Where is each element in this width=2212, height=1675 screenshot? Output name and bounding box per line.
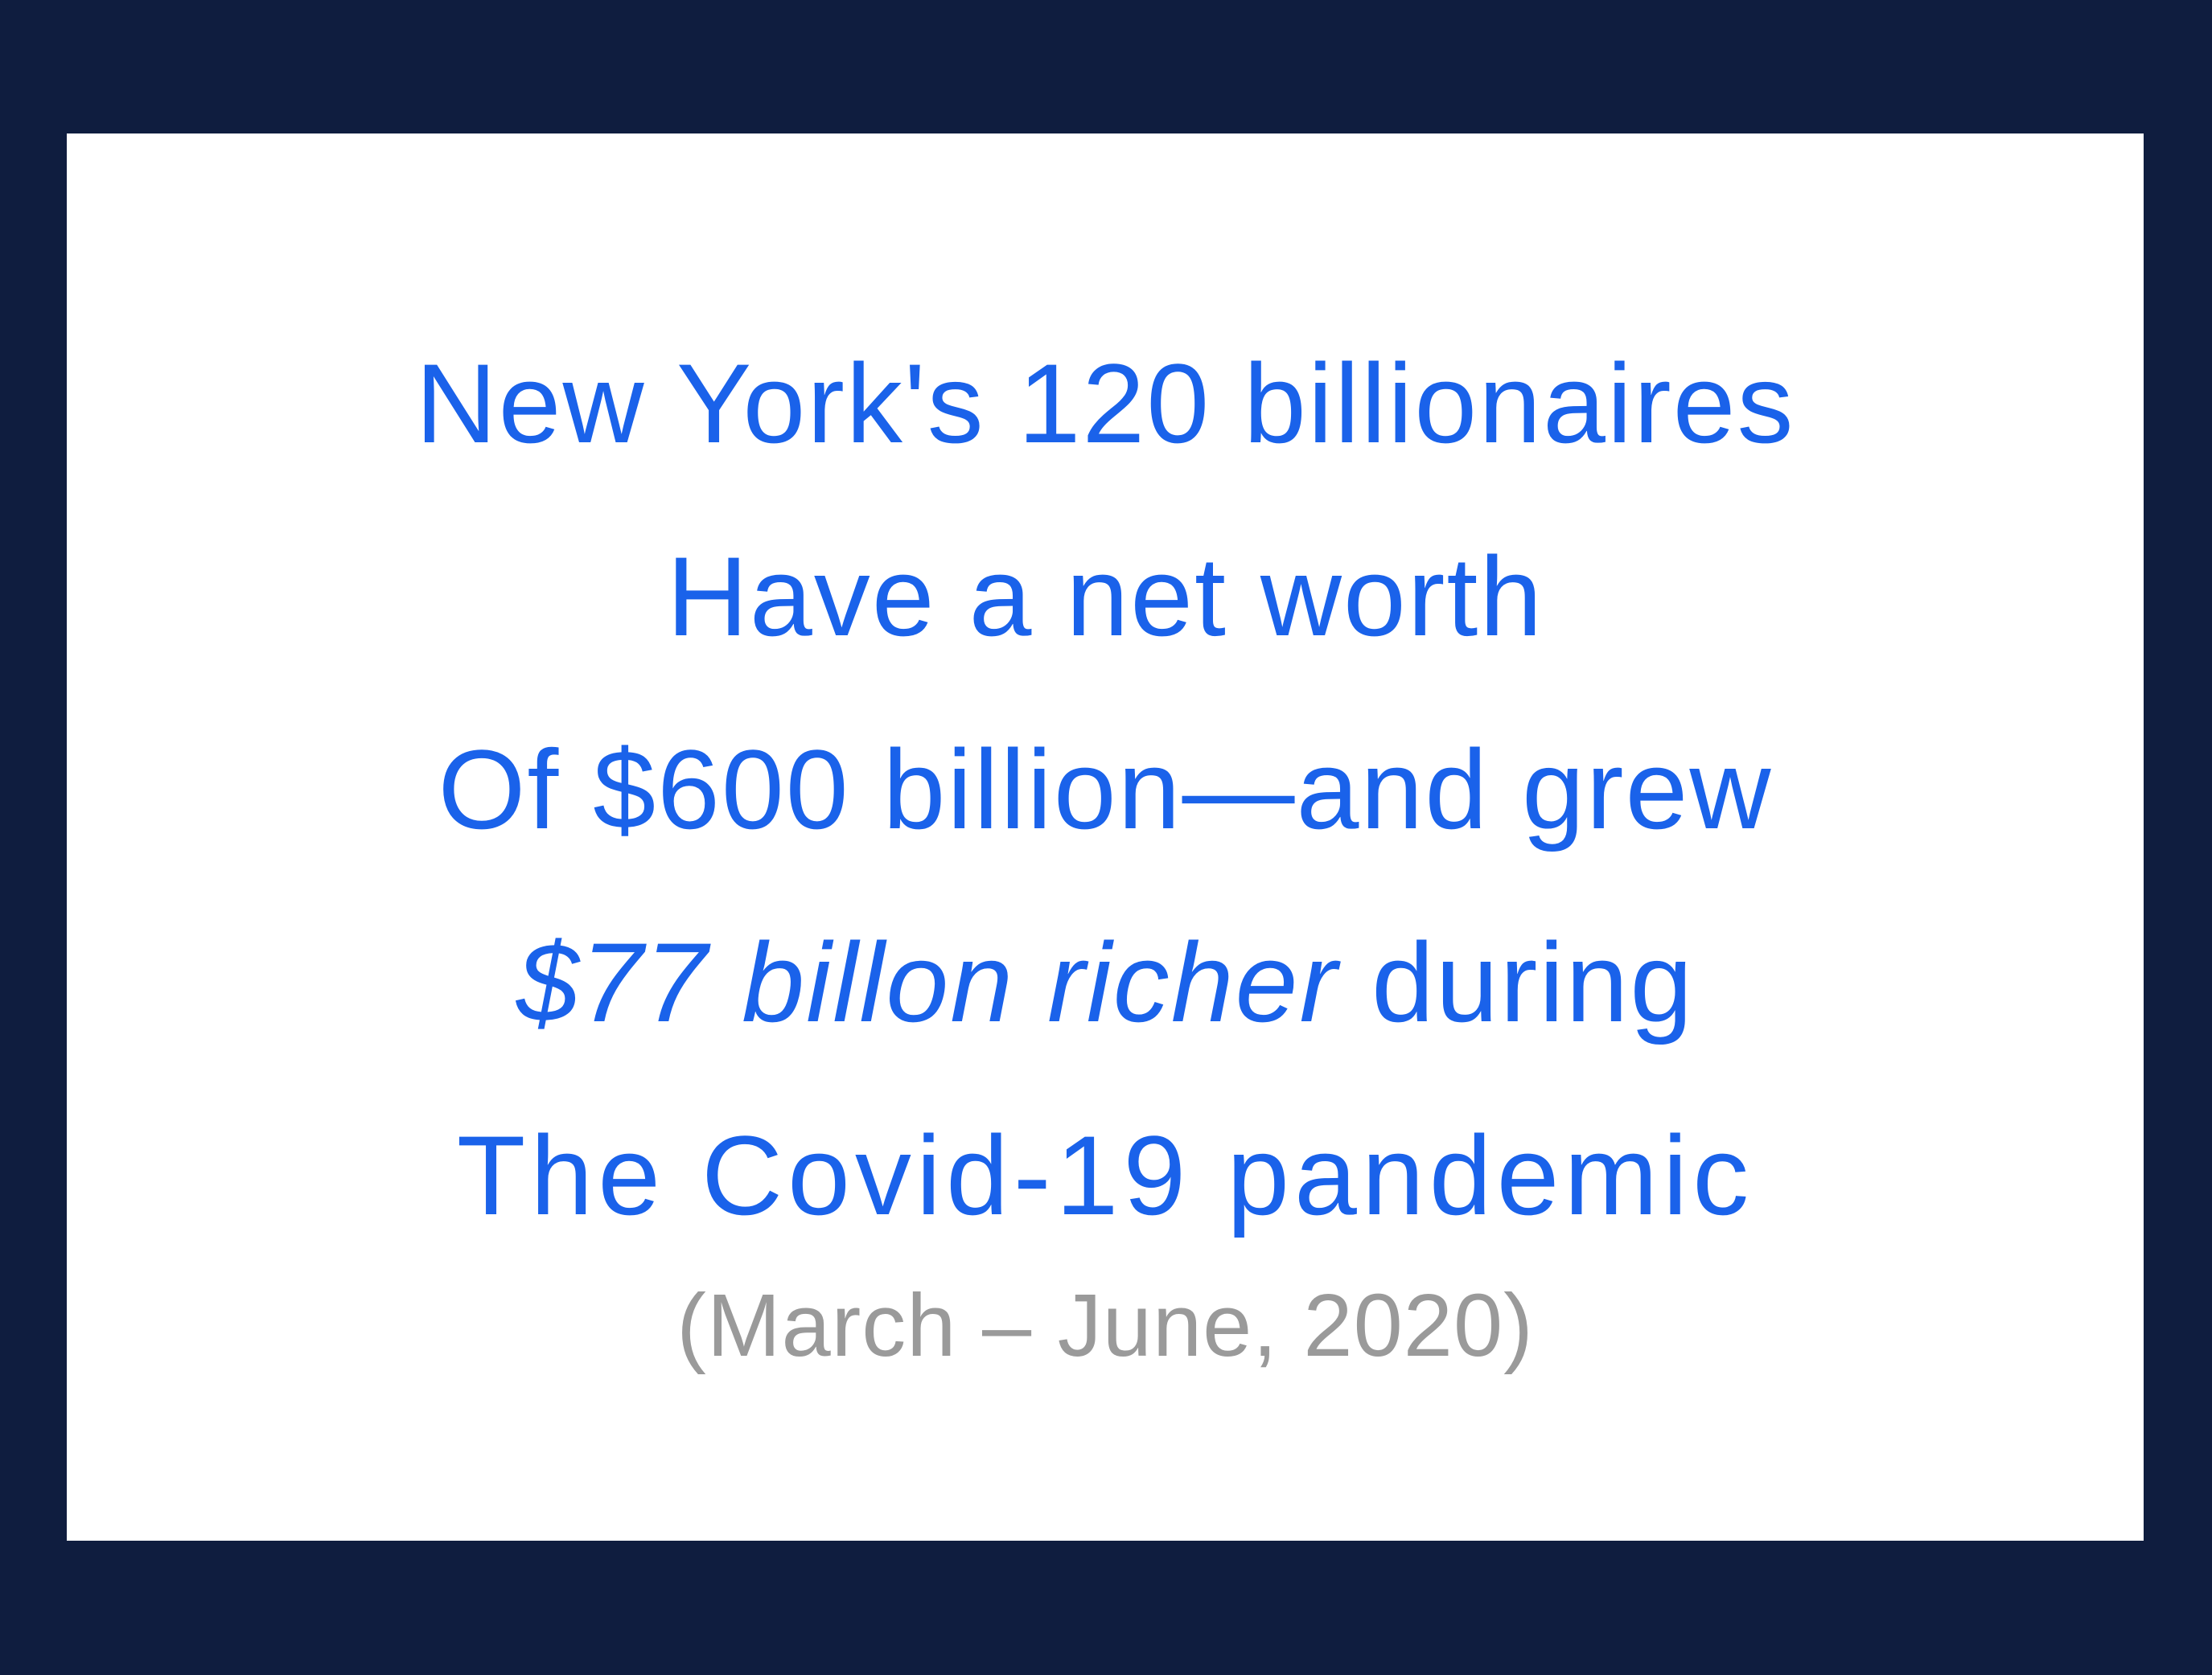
date-range-caption: (March – June, 2020) bbox=[676, 1276, 1534, 1375]
statement-line-4: $77 billon richer during bbox=[67, 926, 2144, 1039]
statement-card: New York's 120 billionaires Have a net w… bbox=[67, 133, 2144, 1541]
statement-line-5: The Covid-19 pandemic bbox=[456, 1112, 1754, 1238]
statement-line-3: Of $600 billion—and grew bbox=[438, 726, 1773, 852]
statement-line-4-rest: during bbox=[1338, 919, 1695, 1045]
statement-line-1: New York's 120 billionaires bbox=[415, 340, 1795, 466]
statement-line-2: Have a net worth bbox=[666, 533, 1544, 659]
emphasis-amount: $77 billon richer bbox=[516, 919, 1339, 1045]
